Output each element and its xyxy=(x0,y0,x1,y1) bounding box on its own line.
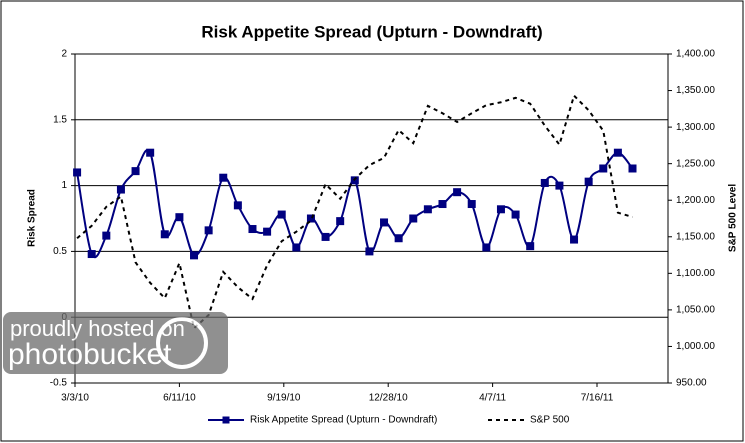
data-marker xyxy=(423,205,432,214)
data-marker xyxy=(453,188,462,197)
y2-tick-label: 1,100.00 xyxy=(676,268,715,279)
data-marker xyxy=(570,235,579,244)
data-marker xyxy=(321,232,330,241)
y2-tick-label: 1,300.00 xyxy=(676,122,715,133)
y2-tick-label: 950.00 xyxy=(676,378,707,389)
data-marker xyxy=(292,243,301,252)
legend-label: S&P 500 xyxy=(530,415,570,426)
data-marker xyxy=(277,210,286,219)
y-axis-title: Risk Spread xyxy=(27,189,38,247)
data-marker xyxy=(496,205,505,214)
data-marker xyxy=(73,168,82,177)
data-marker xyxy=(219,173,228,182)
watermark-line2: photobucket xyxy=(8,338,172,371)
data-marker xyxy=(482,243,491,252)
y2-tick-label: 1,400.00 xyxy=(676,49,715,60)
x-tick-label: 3/3/10 xyxy=(61,393,89,404)
y2-tick-label: 1,000.00 xyxy=(676,341,715,352)
y-tick-label: 1 xyxy=(61,180,67,191)
data-marker xyxy=(438,200,447,209)
y-tick-label: -0.5 xyxy=(50,378,68,389)
data-marker xyxy=(116,185,125,194)
data-marker xyxy=(628,164,637,173)
y2-tick-label: 1,250.00 xyxy=(676,158,715,169)
x-tick-label: 7/16/11 xyxy=(581,393,614,404)
watermark-bg xyxy=(3,312,228,374)
y-tick-label: 2 xyxy=(61,49,67,60)
data-marker xyxy=(599,164,608,173)
data-marker xyxy=(613,148,622,157)
data-marker xyxy=(131,167,140,176)
chart-title: Risk Appetite Spread (Upturn - Downdraft… xyxy=(201,22,542,41)
legend-label: Risk Appetite Spread (Upturn - Downdraft… xyxy=(250,415,437,426)
data-marker xyxy=(540,178,549,187)
data-marker xyxy=(204,226,213,235)
data-marker xyxy=(248,225,257,234)
data-marker xyxy=(102,231,111,240)
data-marker xyxy=(409,214,418,223)
series-line xyxy=(76,93,633,331)
data-marker xyxy=(175,213,184,222)
data-marker xyxy=(160,230,169,239)
data-marker xyxy=(336,217,345,226)
legend-marker xyxy=(222,416,230,424)
data-marker xyxy=(233,201,242,210)
watermark-logo xyxy=(156,317,208,369)
data-marker xyxy=(365,247,374,256)
data-marker xyxy=(146,148,155,157)
data-marker xyxy=(526,242,535,251)
x-tick-label: 4/7/11 xyxy=(479,393,506,404)
data-marker xyxy=(380,218,389,227)
y-tick-label: 0.5 xyxy=(53,246,67,257)
y2-tick-label: 1,350.00 xyxy=(676,85,715,96)
data-marker xyxy=(584,177,593,186)
y2-axis-title: S&P 500 Level xyxy=(728,184,739,252)
y-tick-label: 1.5 xyxy=(53,114,67,125)
y2-tick-label: 1,050.00 xyxy=(676,305,715,316)
data-marker xyxy=(306,214,315,223)
y2-tick-label: 1,150.00 xyxy=(676,231,715,242)
x-tick-label: 12/28/10 xyxy=(369,393,408,404)
data-marker xyxy=(87,250,96,259)
data-marker xyxy=(555,181,564,190)
x-tick-label: 6/11/10 xyxy=(163,393,196,404)
data-marker xyxy=(263,227,272,236)
watermark-line1: proudly hosted on xyxy=(10,316,185,341)
y2-tick-label: 1,200.00 xyxy=(676,195,715,206)
data-marker xyxy=(190,251,199,260)
data-marker xyxy=(467,200,476,209)
data-marker xyxy=(394,234,403,243)
data-marker xyxy=(511,210,520,219)
x-tick-label: 9/19/10 xyxy=(267,393,301,404)
